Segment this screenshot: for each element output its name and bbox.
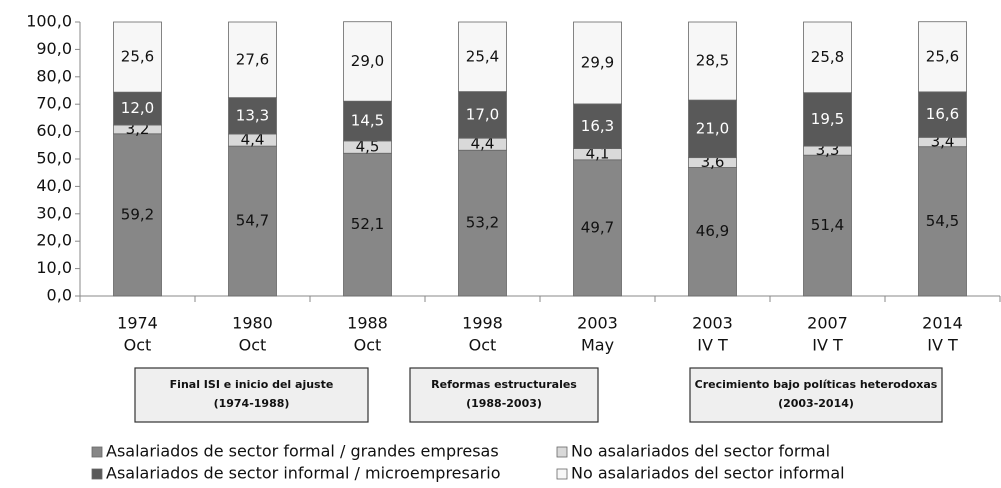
period-label: (2003-2014) xyxy=(778,397,854,410)
value-label: 13,3 xyxy=(236,106,269,124)
y-tick-label: 30,0 xyxy=(36,203,72,222)
legend-swatch xyxy=(556,468,568,480)
bar-segment xyxy=(228,21,277,99)
x-tick-label: 2003 xyxy=(577,314,618,333)
bar-segment xyxy=(803,92,852,147)
x-tick-label: 2007 xyxy=(807,314,848,333)
y-tick-label: 50,0 xyxy=(36,149,72,168)
bar-segment xyxy=(803,21,852,94)
value-label: 29,0 xyxy=(351,52,384,70)
value-label: 19,5 xyxy=(811,110,844,128)
value-label: 25,8 xyxy=(811,48,844,66)
x-tick-label: IV T xyxy=(927,336,958,355)
bar-segment xyxy=(918,91,967,138)
y-tick-label: 80,0 xyxy=(36,66,72,85)
bar-segment xyxy=(343,100,392,142)
bar-segment xyxy=(573,21,622,105)
period-label: Crecimiento bajo políticas heterodoxas xyxy=(695,378,938,391)
value-label: 25,4 xyxy=(466,47,499,65)
y-tick-label: 70,0 xyxy=(36,94,72,113)
y-tick-label: 10,0 xyxy=(36,258,72,277)
value-label: 25,6 xyxy=(121,48,154,66)
value-label: 21,0 xyxy=(696,119,729,137)
legend-label: No asalariados del sector informal xyxy=(571,464,845,483)
x-tick-label: 1988 xyxy=(347,314,388,333)
bar-segment xyxy=(573,159,622,297)
bar-segment xyxy=(458,91,507,139)
value-label: 16,3 xyxy=(581,117,614,135)
value-label: 28,5 xyxy=(696,52,729,70)
value-label: 16,6 xyxy=(926,105,959,123)
bar-segment xyxy=(458,21,507,92)
x-tick-label: 2014 xyxy=(922,314,963,333)
y-tick-label: 90,0 xyxy=(36,39,72,58)
value-label: 25,6 xyxy=(926,47,959,65)
x-tick-label: 2003 xyxy=(692,314,733,333)
x-tick-label: 1974 xyxy=(117,314,158,333)
value-label: 4,5 xyxy=(356,138,380,156)
period-box xyxy=(134,367,369,423)
x-tick-label: May xyxy=(581,336,614,355)
value-label: 49,7 xyxy=(581,218,614,236)
bar-segment xyxy=(343,21,392,102)
bar-segment xyxy=(688,21,737,101)
bar-segment xyxy=(803,154,852,297)
x-tick-label: Oct xyxy=(469,336,497,355)
x-tick-label: IV T xyxy=(697,336,728,355)
value-label: 4,4 xyxy=(471,135,495,153)
period-box xyxy=(409,367,599,423)
x-tick-label: Oct xyxy=(124,336,152,355)
bar-segment xyxy=(458,149,507,297)
value-label: 54,5 xyxy=(926,212,959,230)
value-label: 4,1 xyxy=(586,145,610,163)
value-label: 53,2 xyxy=(466,214,499,232)
value-label: 51,4 xyxy=(811,216,844,234)
bar-segment xyxy=(918,21,967,93)
period-label: Final ISI e inicio del ajuste xyxy=(170,378,334,391)
legend-swatch xyxy=(91,446,103,458)
period-label: (1988-2003) xyxy=(466,397,542,410)
x-tick-label: IV T xyxy=(812,336,843,355)
value-label: 46,9 xyxy=(696,222,729,240)
y-tick-label: 20,0 xyxy=(36,231,72,250)
legend-swatch xyxy=(556,446,568,458)
value-label: 52,1 xyxy=(351,215,384,233)
value-label: 54,7 xyxy=(236,212,269,230)
period-box xyxy=(689,367,943,423)
bar-segment xyxy=(113,133,162,297)
bar-segment xyxy=(918,146,967,297)
bar-segment xyxy=(113,21,162,93)
bar-segment xyxy=(228,145,277,297)
bar-segment xyxy=(688,167,737,297)
x-tick-label: Oct xyxy=(354,336,382,355)
y-tick-label: 100,0 xyxy=(26,12,72,31)
legend-label: No asalariados del sector formal xyxy=(571,442,830,461)
y-tick-label: 60,0 xyxy=(36,121,72,140)
value-label: 4,4 xyxy=(241,131,265,149)
value-label: 59,2 xyxy=(121,205,154,223)
x-tick-label: 1998 xyxy=(462,314,503,333)
legend-swatch xyxy=(91,468,103,480)
value-label: 27,6 xyxy=(236,50,269,68)
value-label: 17,0 xyxy=(466,105,499,123)
bar-segment xyxy=(228,97,277,135)
period-label: Reformas estructurales xyxy=(431,378,577,391)
y-tick-label: 40,0 xyxy=(36,176,72,195)
value-label: 12,0 xyxy=(121,99,154,117)
legend-label: Asalariados de sector informal / microem… xyxy=(106,464,500,483)
period-label: (1974-1988) xyxy=(214,397,290,410)
bar-segment xyxy=(343,152,392,297)
value-label: 14,5 xyxy=(351,112,384,130)
y-tick-label: 0,0 xyxy=(47,286,72,305)
x-tick-label: Oct xyxy=(239,336,267,355)
value-label: 29,9 xyxy=(581,53,614,71)
x-tick-label: 1980 xyxy=(232,314,273,333)
legend-label: Asalariados de sector formal / grandes e… xyxy=(106,442,499,461)
